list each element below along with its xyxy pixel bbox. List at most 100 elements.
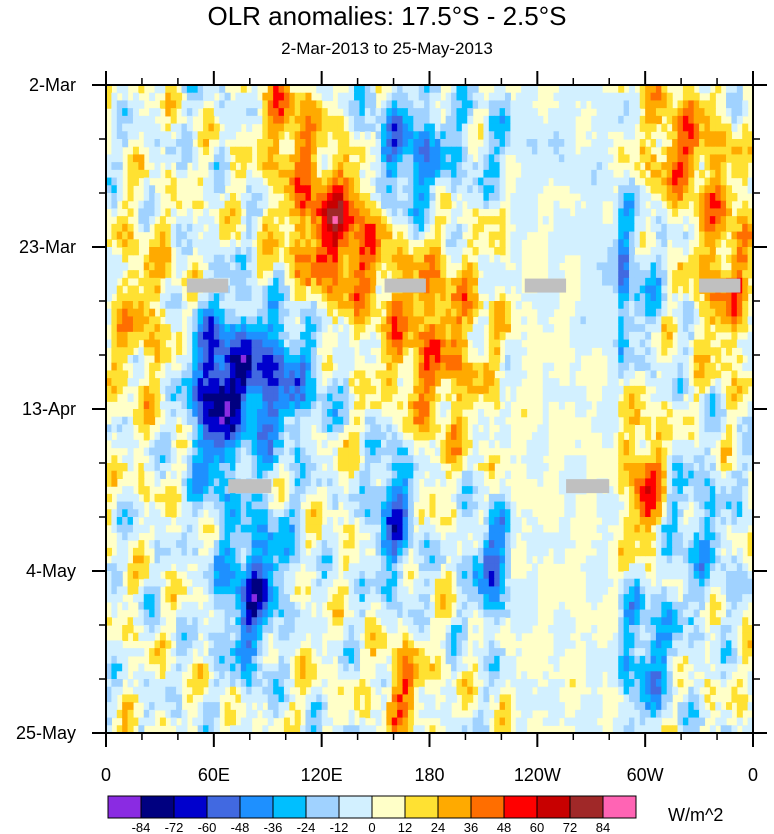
anomaly-cell <box>321 316 328 325</box>
anomaly-cell <box>300 316 307 325</box>
anomaly-cell <box>688 470 695 480</box>
anomaly-cell <box>186 231 193 240</box>
anomaly-cell <box>424 285 431 294</box>
anomaly-cell <box>111 324 118 333</box>
anomaly-cell <box>186 509 193 518</box>
anomaly-cell <box>203 308 210 318</box>
anomaly-cell <box>736 239 743 248</box>
anomaly-cell <box>564 216 571 225</box>
anomaly-cell <box>472 223 479 233</box>
anomaly-cell <box>375 254 382 264</box>
anomaly-cell <box>607 177 614 186</box>
anomaly-cell <box>591 115 598 125</box>
anomaly-cell <box>273 385 280 395</box>
anomaly-cell <box>650 85 657 94</box>
anomaly-cell <box>327 478 334 487</box>
anomaly-cell <box>440 169 447 179</box>
anomaly-cell <box>300 100 307 109</box>
anomaly-cell <box>316 362 323 372</box>
anomaly-cell <box>461 162 468 171</box>
anomaly-cell <box>558 478 565 487</box>
anomaly-cell <box>219 146 226 156</box>
anomaly-cell <box>639 92 646 102</box>
anomaly-cell <box>256 254 263 264</box>
anomaly-cell <box>278 324 285 333</box>
anomaly-cell <box>354 439 361 449</box>
anomaly-cell <box>418 177 425 186</box>
anomaly-cell <box>203 339 210 348</box>
anomaly-cell <box>639 185 646 194</box>
anomaly-cell <box>456 100 463 109</box>
anomaly-cell <box>429 169 436 179</box>
anomaly-cell <box>165 247 172 256</box>
anomaly-cell <box>736 355 743 364</box>
anomaly-cell <box>354 231 361 240</box>
anomaly-cell <box>720 486 727 495</box>
anomaly-cell <box>634 393 641 402</box>
anomaly-cell <box>488 177 495 186</box>
anomaly-cell <box>531 108 538 117</box>
anomaly-cell <box>747 254 753 264</box>
anomaly-cell <box>682 177 689 186</box>
anomaly-cell <box>332 478 339 487</box>
anomaly-cell <box>203 324 210 333</box>
anomaly-cell <box>213 378 220 387</box>
anomaly-cell <box>429 177 436 186</box>
anomaly-cell <box>704 409 711 418</box>
anomaly-cell <box>731 139 738 148</box>
anomaly-cell <box>596 154 603 163</box>
anomaly-cell <box>391 185 398 194</box>
anomaly-cell <box>440 455 447 464</box>
anomaly-cell <box>132 370 139 379</box>
anomaly-cell <box>494 339 501 348</box>
anomaly-cell <box>300 285 307 294</box>
anomaly-cell <box>407 185 414 194</box>
anomaly-cell <box>348 177 355 186</box>
anomaly-cell <box>246 324 253 333</box>
anomaly-cell <box>456 154 463 163</box>
anomaly-cell <box>655 247 662 256</box>
anomaly-cell <box>197 409 204 418</box>
anomaly-cell <box>445 200 452 210</box>
anomaly-cell <box>143 200 150 210</box>
anomaly-cell <box>704 139 711 148</box>
anomaly-cell <box>655 308 662 318</box>
anomaly-cell <box>380 216 387 225</box>
anomaly-cell <box>569 139 576 148</box>
anomaly-cell <box>510 131 517 140</box>
anomaly-cell <box>407 131 414 140</box>
anomaly-cell <box>256 308 263 318</box>
anomaly-cell <box>580 100 587 109</box>
anomaly-cell <box>251 463 258 472</box>
anomaly-cell <box>682 308 689 318</box>
anomaly-cell <box>499 424 506 433</box>
anomaly-cell <box>321 254 328 264</box>
anomaly-cell <box>747 247 753 256</box>
anomaly-cell <box>580 208 587 217</box>
anomaly-cell <box>176 200 183 210</box>
anomaly-cell <box>456 247 463 256</box>
anomaly-cell <box>289 463 296 472</box>
anomaly-cell <box>467 501 474 510</box>
anomaly-cell <box>364 347 371 356</box>
anomaly-cell <box>451 424 458 433</box>
anomaly-cell <box>440 100 447 109</box>
anomaly-cell <box>413 385 420 395</box>
anomaly-cell <box>310 216 317 225</box>
anomaly-cell <box>655 493 662 503</box>
anomaly-cell <box>585 239 592 248</box>
anomaly-cell <box>731 501 738 510</box>
anomaly-cell <box>472 85 479 94</box>
anomaly-cell <box>402 416 409 426</box>
anomaly-cell <box>736 385 743 395</box>
anomaly-cell <box>273 108 280 117</box>
anomaly-cell <box>213 154 220 163</box>
anomaly-cell <box>726 339 733 348</box>
anomaly-cell <box>165 347 172 356</box>
anomaly-cell <box>251 231 258 240</box>
anomaly-cell <box>569 115 576 125</box>
anomaly-cell <box>337 92 344 102</box>
anomaly-cell <box>283 85 290 94</box>
anomaly-cell <box>159 231 166 240</box>
anomaly-cell <box>607 154 614 163</box>
